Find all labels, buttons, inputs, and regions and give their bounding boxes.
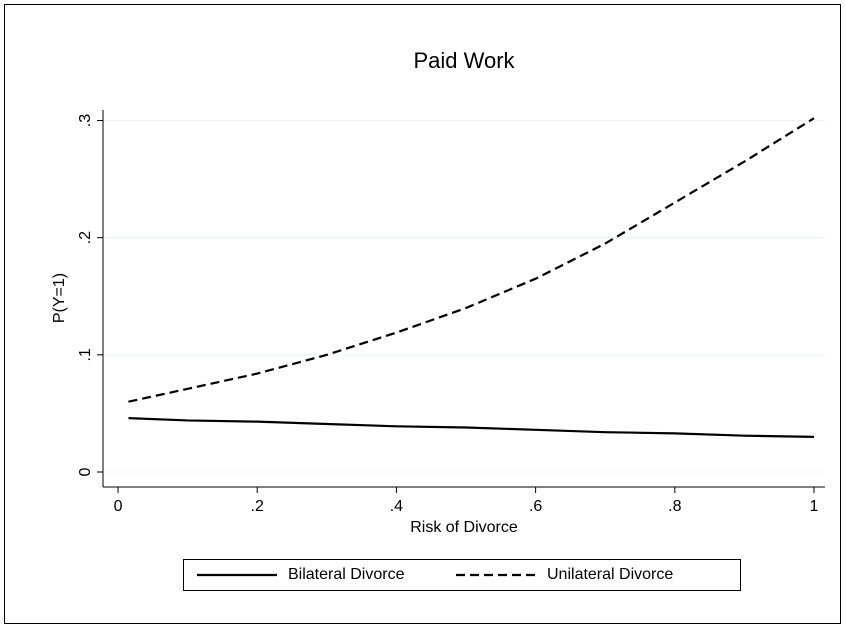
x-tick-label: 1 (810, 498, 819, 515)
y-tick-label: .3 (77, 114, 94, 127)
series-line (128, 117, 815, 403)
legend-label: Unilateral Divorce (547, 566, 673, 583)
x-tick-label: .2 (251, 498, 264, 515)
y-tick-label: 0 (77, 467, 94, 476)
x-tick-label: .8 (668, 498, 681, 515)
legend-label: Bilateral Divorce (288, 566, 405, 583)
frame (4, 4, 841, 624)
y-axis-label: P(Y=1) (51, 273, 68, 323)
x-tick-label: 0 (114, 498, 123, 515)
chart-title: Paid Work (413, 48, 515, 73)
x-tick-label: .6 (529, 498, 542, 515)
x-tick-label: .4 (390, 498, 403, 515)
x-axis-label: Risk of Divorce (410, 519, 518, 536)
series-line (128, 417, 815, 438)
y-tick-label: .1 (77, 348, 94, 361)
y-tick-label: .2 (77, 231, 94, 244)
